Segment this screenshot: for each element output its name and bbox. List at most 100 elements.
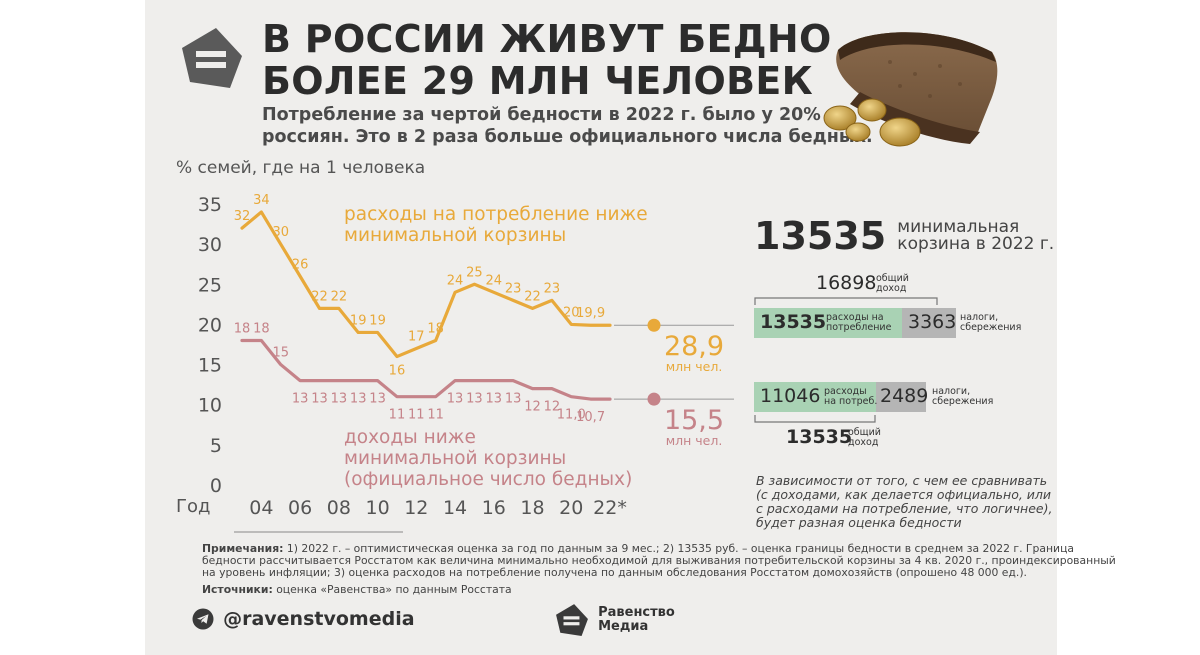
consumption-tax-label-line-1: налоги,	[960, 312, 999, 323]
series-2-label-2006: 13	[292, 392, 309, 407]
series-2-label-2009: 13	[350, 392, 367, 407]
x-tick-20: 20	[559, 497, 583, 519]
sources-text: оценка «Равенства» по данным Росстата	[276, 583, 512, 596]
x-tick-08: 08	[327, 497, 351, 519]
footnotes: Примечания: 1) 2022 г. – оптимистическая…	[202, 542, 1116, 579]
equality-logo-icon	[182, 28, 242, 88]
consumption-tax-value: 3363	[908, 311, 957, 333]
title-line-2: БОЛЕЕ 29 МЛН ЧЕЛОВЕК	[262, 59, 814, 103]
income-tax-value: 2489	[880, 385, 929, 407]
title-line-1: В РОССИИ ЖИВУТ БЕДНО	[262, 17, 832, 61]
income-spend-label-line-2: на потреб.	[824, 396, 878, 407]
telegram-link[interactable]: @ravenstvomedia	[192, 608, 415, 630]
comparison-note-line-2: (с доходами, как делается официально, ил…	[756, 487, 1052, 502]
income-bar-tax	[876, 382, 926, 412]
consumption-spend-value: 13535	[760, 311, 827, 333]
series-1-name-line-1: расходы на потребление ниже	[344, 204, 648, 225]
consumption-spend-label: расходы на потребление	[826, 313, 891, 333]
bread-and-coins-illustration	[823, 32, 998, 147]
page-subtitle: Потребление за чертой бедности в 2022 г.…	[262, 104, 873, 148]
x-tick-12: 12	[404, 497, 428, 519]
series-1-label-2012: 17	[408, 330, 425, 345]
x-tick-18: 18	[520, 497, 544, 519]
consumption-total-bracket	[754, 297, 938, 305]
brand-name-line-2: Медиа	[598, 619, 649, 634]
income-total: 13535 общий доход	[786, 426, 906, 452]
income-total-label: общий доход	[848, 428, 881, 448]
min-basket-label-line-2: корзина в 2022 г.	[897, 234, 1055, 254]
series-2-label-2013: 11	[427, 408, 444, 423]
x-tick-10: 10	[365, 497, 389, 519]
min-basket-label-line-1: минимальная	[897, 217, 1020, 237]
series-1-label-2019: 23	[544, 281, 561, 296]
series-2-end-unit: млн чел.	[666, 433, 723, 448]
series-2-label-2004: 18	[253, 321, 270, 336]
poverty-line-chart: 0 5 10 15 20 25 30 35 Год 04 06 08 10 12 14 16 18 20 22* 32…	[176, 193, 734, 533]
y-tick-10: 10	[198, 395, 222, 417]
series-1-label-2004: 34	[253, 193, 270, 208]
brand-name: Равенство Медиа	[598, 606, 675, 634]
series-1-end-unit: млн чел.	[666, 359, 723, 374]
x-tick-14: 14	[443, 497, 467, 519]
brand-name-line-1: Равенство	[598, 605, 675, 620]
series-1-end-dot	[647, 318, 661, 332]
series-1-label-2015: 25	[466, 265, 483, 280]
equality-brand-icon	[556, 604, 588, 636]
series-1-name-line-2: минимальной корзины	[344, 225, 566, 246]
x-tick-16: 16	[482, 497, 506, 519]
series-2-label-2016: 13	[486, 392, 503, 407]
telegram-icon	[192, 608, 214, 630]
series-1-label-2003: 32	[234, 209, 251, 224]
y-tick-0: 0	[210, 475, 222, 497]
series-1-label-2011: 16	[389, 364, 406, 379]
y-axis-label: % семей, где на 1 человека	[176, 158, 426, 178]
series-1-end-value: 28,9	[664, 331, 724, 362]
min-basket-label: минимальная корзина в 2022 г.	[897, 219, 1054, 253]
income-spend-label-line-1: расходы	[824, 386, 867, 397]
subtitle-line-2: россиян. Это в 2 раза больше официальног…	[262, 127, 873, 147]
income-total-label-line-2: доход	[848, 437, 879, 448]
y-tick-30: 30	[198, 234, 222, 256]
series-1-label-2008: 22	[331, 289, 348, 304]
subtitle-line-1: Потребление за чертой бедности в 2022 г.…	[262, 105, 821, 125]
telegram-handle: @ravenstvomedia	[223, 608, 415, 630]
series-2-label-2005: 15	[272, 346, 289, 361]
sources-label: Источники:	[202, 583, 273, 596]
consumption-spend-label-line-1: расходы на	[826, 312, 884, 323]
income-spend-label: расходы на потреб.	[824, 387, 877, 407]
series-2-label-2007: 13	[311, 392, 328, 407]
comparison-note-line-3: с расходами на потребление, что логичнее…	[756, 501, 1053, 516]
series-2-label-2010: 13	[369, 392, 386, 407]
brand-logo: Равенство Медиа	[555, 603, 675, 637]
series-1-label-2018: 22	[524, 289, 541, 304]
series-2-label-2008: 13	[331, 392, 348, 407]
consumption-bar-tax	[902, 308, 956, 338]
series-2-name-line-2: минимальной корзины	[344, 448, 566, 469]
series-2-name-line-1: доходы ниже	[344, 427, 476, 448]
series-2-name-line-3: (официальное число бедных)	[344, 469, 632, 490]
series-1-label-2020: 20	[563, 305, 580, 320]
series-2-label-2014: 13	[447, 392, 464, 407]
comparison-note: В зависимости от того, с чем ее сравнива…	[756, 474, 1053, 530]
series-2-line	[240, 338, 612, 401]
income-tax-label: налоги, сбережения	[932, 387, 993, 407]
series-1-label-2016: 24	[486, 273, 503, 288]
consumption-total-label: общий доход	[876, 274, 909, 294]
consumption-spend-label-line-2: потребление	[826, 322, 892, 333]
y-tick-20: 20	[198, 314, 222, 336]
min-basket-value: 13535	[754, 214, 887, 258]
series-2-label-2019: 12	[544, 400, 561, 415]
series-2-end-dot	[647, 392, 661, 406]
series-1-label-2017: 23	[505, 281, 522, 296]
consumption-tax-label: налоги, сбережения	[960, 313, 1021, 333]
footnotes-line-1: Примечания: 1) 2022 г. – оптимистическая…	[202, 542, 1074, 555]
consumption-bar: 13535 расходы на потребление 3363 налоги…	[754, 308, 1021, 338]
y-tick-15: 15	[198, 355, 222, 377]
series-1-label-2021: 19,9	[576, 306, 605, 321]
page-title: В РОССИИ ЖИВУТ БЕДНО БОЛЕЕ 29 МЛН ЧЕЛОВЕ…	[262, 18, 832, 102]
footnotes-label: Примечания:	[202, 542, 284, 555]
min-basket-summary: 13535 минимальная корзина в 2022 г.	[754, 214, 1054, 258]
income-tax-label-line-1: налоги,	[932, 386, 971, 397]
series-1-label-2006: 26	[292, 257, 309, 272]
consumption-total-value: 16898	[816, 272, 877, 294]
